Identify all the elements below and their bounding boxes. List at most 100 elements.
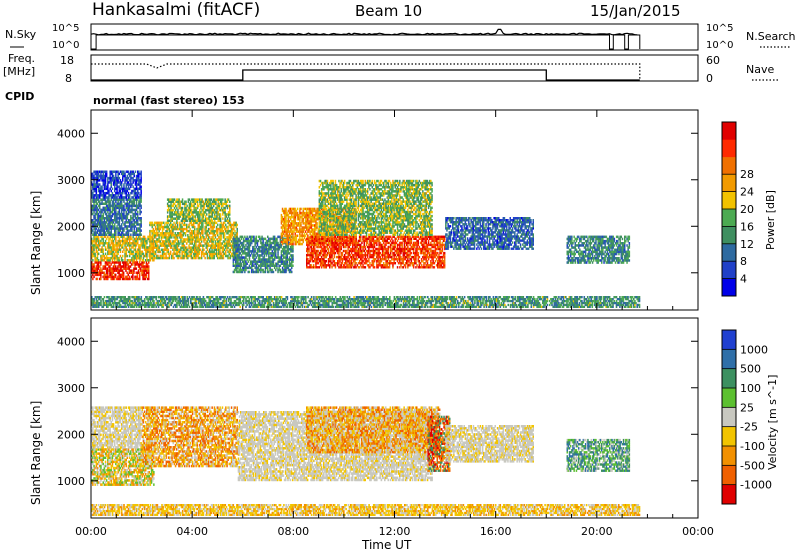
power-cell bbox=[140, 229, 142, 232]
power-cell bbox=[120, 248, 122, 251]
nave-label: Nave bbox=[746, 63, 774, 76]
power-cell bbox=[229, 217, 231, 220]
power-cell bbox=[229, 211, 231, 214]
power-cell bbox=[122, 259, 124, 262]
power-cell bbox=[203, 249, 205, 252]
noise-panel-frame bbox=[91, 24, 698, 50]
power-cell bbox=[138, 175, 140, 178]
date-title: 15/Jan/2015 bbox=[590, 2, 681, 20]
power-cell bbox=[140, 234, 142, 237]
power-cell bbox=[150, 259, 152, 262]
power-cell bbox=[93, 248, 95, 251]
power-cell bbox=[173, 257, 175, 260]
power-cell bbox=[127, 255, 129, 257]
power-cell bbox=[137, 211, 139, 214]
power-cell bbox=[291, 271, 293, 274]
noise-right-label: N.Search bbox=[746, 30, 796, 43]
power-cell bbox=[222, 217, 224, 220]
noise-right-tick-top: 10^5 bbox=[706, 23, 733, 34]
cpid-program: normal (fast stereo) 153 bbox=[93, 94, 245, 107]
power-cell bbox=[148, 261, 150, 264]
power-cell bbox=[105, 246, 107, 249]
power-cell bbox=[273, 271, 275, 274]
power-cell bbox=[148, 265, 150, 268]
power-cell bbox=[98, 253, 100, 256]
power-cell bbox=[97, 255, 99, 257]
power-cell bbox=[105, 179, 107, 182]
power-cell bbox=[99, 179, 101, 182]
power-cell bbox=[115, 274, 117, 277]
power-cell bbox=[136, 267, 138, 270]
power-cell bbox=[167, 211, 169, 214]
power-cell bbox=[237, 228, 239, 231]
power-cell bbox=[318, 250, 320, 252]
freq-left-tick-top: 18 bbox=[60, 54, 74, 67]
power-cell bbox=[112, 192, 114, 195]
power-cell bbox=[140, 194, 142, 197]
power-cell bbox=[106, 171, 108, 174]
power-cell bbox=[307, 236, 309, 238]
power-cell bbox=[130, 234, 132, 237]
power-cell bbox=[300, 208, 302, 211]
freq-label-line1: Freq. bbox=[8, 52, 35, 65]
power-cell bbox=[140, 190, 142, 193]
station-title: Hankasalmi (fitACF) bbox=[92, 0, 260, 20]
power-cell bbox=[297, 208, 299, 211]
power-cell bbox=[108, 190, 110, 193]
power-cell bbox=[92, 259, 94, 262]
noise-panel: N.Sky 10^5 10^0 10^5 10^0 N.Search bbox=[5, 23, 796, 51]
power-cell bbox=[326, 260, 328, 262]
power-cell bbox=[185, 201, 187, 204]
power-cell bbox=[297, 235, 299, 238]
power-cell bbox=[140, 179, 142, 182]
power-cell bbox=[122, 255, 124, 257]
power-cell bbox=[140, 217, 142, 220]
cpid-label: CPID bbox=[5, 90, 34, 103]
power-cell bbox=[249, 271, 251, 274]
power-cell bbox=[119, 177, 121, 180]
beam-title: Beam 10 bbox=[355, 2, 422, 20]
power-cell bbox=[237, 224, 239, 227]
power-cell bbox=[170, 251, 172, 254]
power-cell bbox=[123, 272, 125, 275]
power-cell bbox=[316, 222, 318, 225]
power-cell bbox=[146, 242, 148, 245]
power-cell bbox=[140, 171, 142, 174]
frequency-panel: Freq. [MHz] 18 8 60 0 Nave bbox=[3, 52, 778, 85]
power-cell bbox=[96, 190, 98, 193]
power-cell bbox=[103, 248, 105, 251]
power-cell bbox=[182, 198, 184, 201]
power-cell bbox=[128, 192, 130, 195]
power-cell bbox=[140, 175, 142, 178]
power-cell bbox=[222, 198, 224, 201]
power-cell bbox=[182, 207, 184, 210]
nave-right-tick-bottom: 0 bbox=[706, 72, 713, 85]
power-cell bbox=[285, 208, 287, 211]
power-cell bbox=[130, 179, 132, 182]
power-cell bbox=[206, 213, 208, 216]
power-cell bbox=[143, 253, 145, 256]
nave-right-tick-top: 60 bbox=[706, 54, 720, 67]
power-cell bbox=[123, 198, 125, 201]
power-cell bbox=[112, 188, 114, 191]
power-cell bbox=[122, 179, 124, 182]
power-cell bbox=[256, 236, 258, 239]
power-cell bbox=[314, 246, 316, 248]
power-cell bbox=[168, 249, 170, 252]
power-cell bbox=[134, 175, 136, 178]
noise-right-tick-bottom: 10^0 bbox=[706, 40, 733, 51]
noise-left-tick-bottom: 10^0 bbox=[52, 40, 79, 51]
power-cell bbox=[135, 171, 137, 174]
power-cell bbox=[140, 255, 142, 257]
power-cell bbox=[144, 261, 146, 264]
power-cell bbox=[98, 259, 100, 262]
power-cell bbox=[101, 186, 103, 189]
power-cell bbox=[217, 224, 219, 227]
noise-left-tick-top: 10^5 bbox=[52, 23, 79, 34]
power-cell bbox=[140, 186, 142, 189]
power-cell bbox=[138, 192, 140, 195]
power-cell bbox=[292, 254, 294, 257]
